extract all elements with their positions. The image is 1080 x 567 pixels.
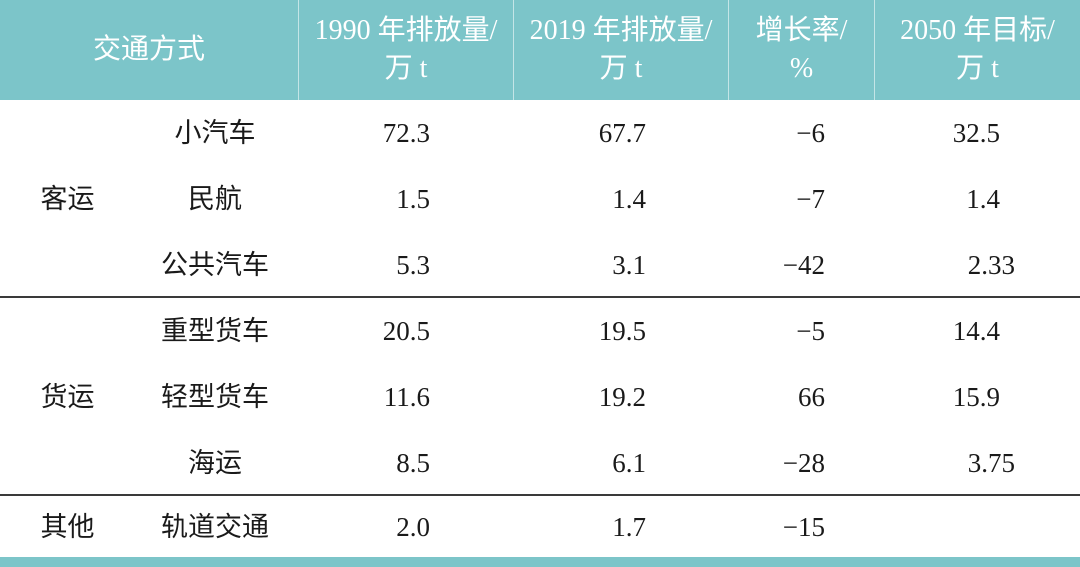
row-mode: 民航: [188, 184, 242, 214]
row-1990: 2.0: [396, 512, 430, 542]
row-growth: −15: [782, 512, 825, 542]
group-label-other: 其他: [40, 512, 95, 542]
row-2019: 1.7: [612, 512, 646, 542]
header-2050-line2: 万 t: [956, 53, 999, 84]
row-2019: 19.5: [598, 316, 646, 346]
row-2050: 14.4: [952, 316, 1000, 346]
group-divider: [0, 296, 1080, 298]
row-2019: 19.2: [598, 382, 646, 412]
row-growth: −6: [796, 118, 825, 148]
header-2019: 2019 年排放量/ 万 t: [514, 0, 728, 100]
header-separator: [298, 0, 299, 100]
group-divider: [0, 494, 1080, 496]
row-mode: 重型货车: [161, 316, 269, 346]
group-label-passenger: 客运: [40, 184, 95, 214]
header-2019-line2: 万 t: [599, 53, 643, 84]
header-mode: 交通方式: [0, 0, 298, 100]
row-2050: 1.4: [966, 184, 1000, 214]
row-mode: 小汽车: [174, 118, 256, 148]
row-1990: 11.6: [383, 382, 430, 412]
row-1990: 1.5: [396, 184, 430, 214]
row-2050: [875, 496, 1000, 558]
row-growth: −5: [796, 316, 825, 346]
row-2019: 67.7: [598, 118, 646, 148]
row-growth: 66: [798, 382, 825, 412]
row-2019: 3.1: [612, 250, 646, 280]
header-growth-line1: 增长率/: [755, 15, 848, 46]
row-2019: 1.4: [612, 184, 646, 214]
row-mode: 公共汽车: [161, 250, 269, 280]
row-mode: 轨道交通: [161, 512, 269, 542]
row-mode: 轻型货车: [161, 382, 269, 412]
header-separator: [728, 0, 729, 100]
header-growth: 增长率/ %: [729, 0, 874, 100]
group-label-freight: 货运: [40, 382, 95, 412]
header-separator: [513, 0, 514, 100]
header-2050: 2050 年目标/ 万 t: [875, 0, 1080, 100]
row-growth: −7: [796, 184, 825, 214]
row-2050: 3.75: [967, 448, 1015, 478]
row-2050: 15.9: [952, 382, 1000, 412]
row-1990: 5.3: [396, 250, 430, 280]
row-2019: 6.1: [612, 448, 646, 478]
table-header: 交通方式 1990 年排放量/ 万 t 2019 年排放量/ 万 t 增长率/ …: [0, 0, 1080, 100]
header-separator: [874, 0, 875, 100]
table-footer-bar: [0, 557, 1080, 567]
row-1990: 72.3: [382, 118, 430, 148]
header-2019-line1: 2019 年排放量/: [529, 15, 713, 46]
header-mode-label: 交通方式: [92, 34, 205, 65]
row-2050: 2.33: [967, 250, 1015, 280]
header-growth-line2: %: [789, 53, 814, 84]
row-growth: −28: [782, 448, 825, 478]
row-2050: 32.5: [952, 118, 1000, 148]
header-1990-line1: 1990 年排放量/: [314, 15, 498, 46]
row-1990: 20.5: [382, 316, 430, 346]
row-growth: −42: [782, 250, 825, 280]
row-1990: 8.5: [396, 448, 430, 478]
row-mode: 海运: [188, 448, 242, 478]
header-1990-line2: 万 t: [384, 53, 428, 84]
header-1990: 1990 年排放量/ 万 t: [299, 0, 513, 100]
header-2050-line1: 2050 年目标/: [900, 15, 1055, 46]
